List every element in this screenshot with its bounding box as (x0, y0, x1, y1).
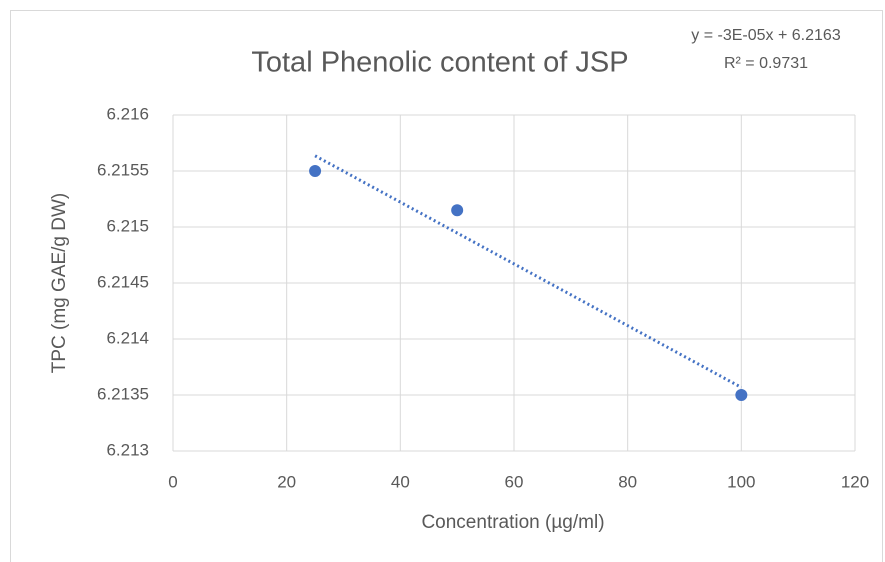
x-tick-label: 80 (618, 472, 637, 491)
x-tick-label: 20 (277, 472, 296, 491)
data-point (735, 389, 748, 401)
y-tick-label: 6.2155 (97, 160, 149, 179)
data-point (451, 204, 464, 217)
x-tick-label: 0 (168, 472, 177, 491)
chart-title: Total Phenolic content of JSP (251, 47, 628, 79)
x-tick-label: 120 (841, 472, 869, 491)
equation: y = -3E-05x + 6.2163 (691, 27, 841, 44)
chart-border (10, 10, 883, 562)
r-squared: R² = 0.9731 (724, 55, 808, 72)
x-tick-label: 100 (727, 472, 755, 491)
x-axis-title: Concentration (µg/ml) (421, 512, 604, 533)
y-tick-label: 6.216 (106, 104, 149, 123)
y-axis-title: TPC (mg GAE/g DW) (49, 193, 70, 374)
trendline (314, 154, 743, 389)
x-tick-label: 60 (505, 472, 524, 491)
y-tick-label: 6.2135 (97, 384, 149, 403)
x-tick-label: 40 (391, 472, 410, 491)
y-tick-label: 6.213 (106, 440, 149, 459)
data-point (309, 165, 322, 177)
y-tick-label: 6.215 (106, 216, 149, 235)
y-tick-label: 6.214 (106, 328, 149, 347)
y-tick-label: 6.2145 (97, 272, 149, 291)
